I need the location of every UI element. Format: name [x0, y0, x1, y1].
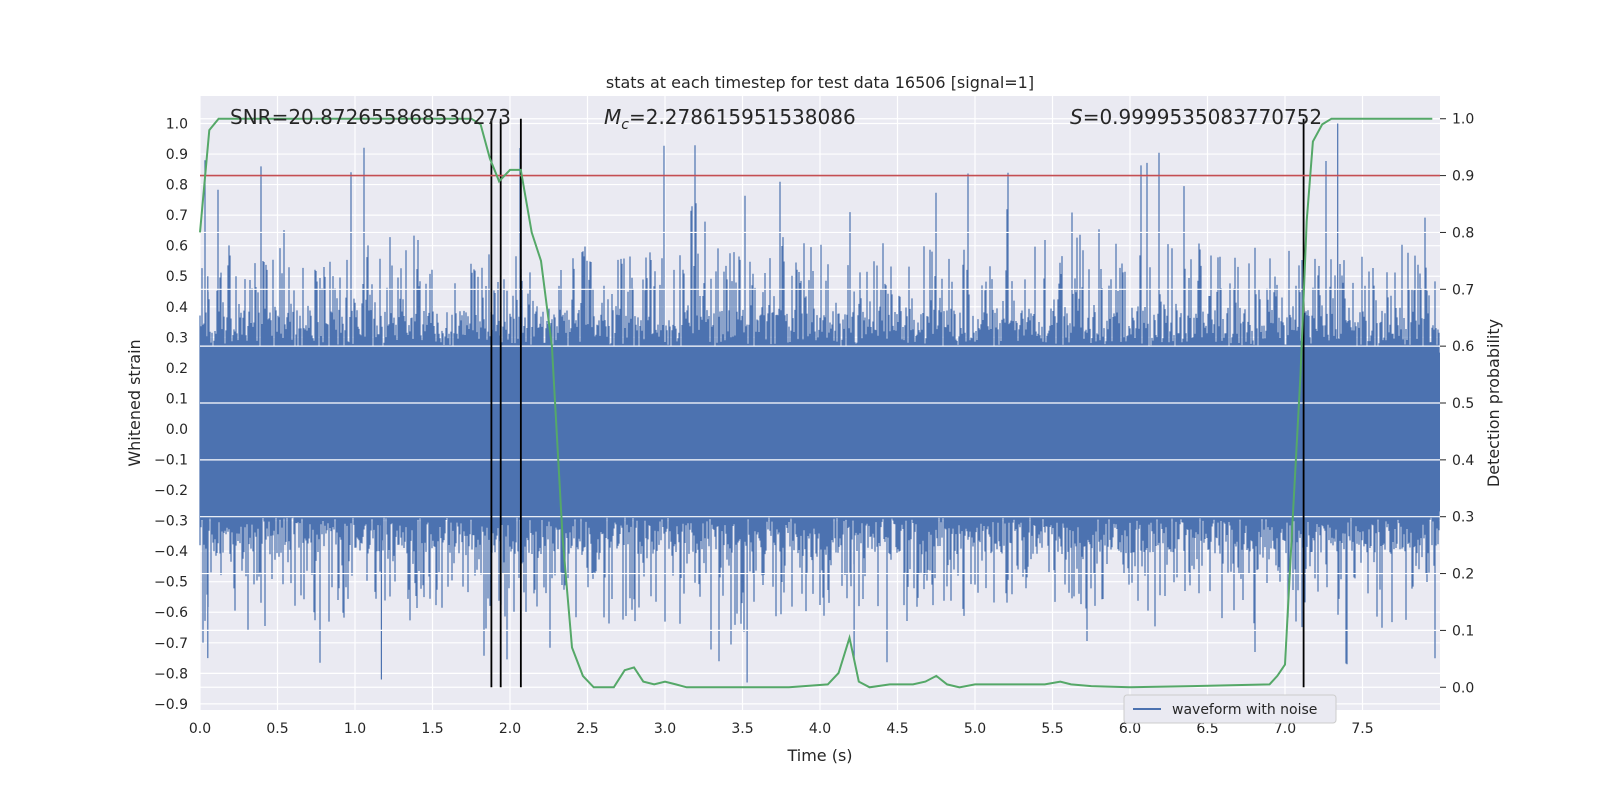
y-left-tick-label: 1.0: [166, 116, 188, 132]
y-left-tick-label: 0.5: [166, 269, 188, 285]
mc-symbol: M: [604, 105, 621, 129]
x-tick-label: 0.5: [266, 721, 288, 737]
x-tick-label: 1.0: [344, 721, 366, 737]
x-tick-label: 1.5: [421, 721, 443, 737]
chart-title: stats at each timestep for test data 165…: [606, 73, 1034, 92]
y-left-tick-label: −0.4: [154, 544, 188, 560]
y-left-tick-label: 0.9: [166, 147, 188, 163]
y-right-tick-label: 0.1: [1452, 623, 1474, 639]
x-tick-label: 2.5: [576, 721, 598, 737]
y-right-tick-label: 1.0: [1452, 112, 1474, 128]
y-left-tick-label: −0.5: [154, 575, 188, 591]
mc-subscript: c: [621, 117, 629, 133]
x-tick-label: 4.0: [809, 721, 831, 737]
y-axis-left-label: Whitened strain: [125, 339, 144, 466]
x-tick-label: 4.5: [886, 721, 908, 737]
y-left-tick-label: −0.9: [154, 697, 188, 713]
detection-probability-line: [199, 117, 1433, 689]
y-left-tick-label: 0.2: [166, 361, 188, 377]
snr-value: =20.872655868530273: [272, 105, 511, 129]
y-left-tick-label: 0.1: [166, 391, 188, 407]
x-tick-label: 3.5: [731, 721, 753, 737]
legend-label: waveform with noise: [1172, 702, 1317, 718]
x-axis-label: Time (s): [786, 746, 852, 765]
y-left-tick-label: −0.1: [154, 453, 188, 469]
s-symbol: S: [1070, 105, 1083, 129]
x-tick-label: 0.0: [189, 721, 211, 737]
y-right-tick-label: 0.0: [1452, 680, 1474, 696]
mc-annotation: Mc=2.278615951538086: [604, 105, 856, 133]
s-value: =0.9999535083770752: [1083, 105, 1322, 129]
x-tick-label: 5.5: [1041, 721, 1063, 737]
y-left-tick-label: 0.7: [166, 208, 188, 224]
legend-box: [1123, 694, 1337, 724]
y-left-tick-label: 0.3: [166, 330, 188, 346]
waveform-core-band: [200, 352, 1440, 512]
x-tick-label: 6.0: [1119, 721, 1141, 737]
legend: waveform with noise: [1123, 694, 1337, 724]
x-tick-label: 6.5: [1196, 721, 1218, 737]
x-tick-label: 2.0: [499, 721, 521, 737]
x-tick-label: 7.0: [1274, 721, 1296, 737]
s-annotation: S=0.9999535083770752: [1070, 105, 1322, 129]
y-left-tick-label: −0.3: [154, 514, 188, 530]
y-left-tick-label: 0.8: [166, 178, 188, 194]
y-left-tick-label: 0.4: [166, 300, 188, 316]
y-left-tick-label: 0.6: [166, 239, 188, 255]
snr-annotation: SNR=20.872655868530273: [230, 105, 511, 129]
mc-value: =2.278615951538086: [629, 105, 856, 129]
x-tick-label: 5.0: [964, 721, 986, 737]
waveform-series: [199, 123, 1440, 683]
y-axis-right-label: Detection probability: [1484, 319, 1503, 487]
x-tick-label: 3.0: [654, 721, 676, 737]
y-right-tick-label: 0.8: [1452, 225, 1474, 241]
y-left-tick-label: −0.8: [154, 666, 188, 682]
snr-label: SNR: [230, 105, 272, 129]
y-right-tick-label: 0.3: [1452, 510, 1474, 526]
y-axis-right-ticks: 0.0 0.1 0.2 0.3 0.4 0.5 0.6 0.7 0.8 0.9 1.0: [1440, 112, 1474, 696]
y-right-tick-label: 0.4: [1452, 453, 1474, 469]
y-left-tick-label: −0.7: [154, 636, 188, 652]
y-right-tick-label: 0.5: [1452, 396, 1474, 412]
y-right-tick-label: 0.6: [1452, 339, 1474, 355]
y-axis-left-ticks: −0.9 −0.8 −0.7 −0.6 −0.5 −0.4 −0.3 −0.2 −0.1 0.0 0…: [154, 116, 188, 712]
y-left-tick-label: −0.2: [154, 483, 188, 499]
y-left-tick-label: −0.6: [154, 605, 188, 621]
y-right-tick-label: 0.9: [1452, 169, 1474, 185]
y-right-tick-label: 0.7: [1452, 282, 1474, 298]
vertical-markers: [490, 118, 1305, 688]
y-left-tick-label: 0.0: [166, 422, 188, 438]
y-right-tick-label: 0.2: [1452, 567, 1474, 583]
grid-overlay: [200, 118, 1440, 688]
x-tick-label: 7.5: [1351, 721, 1373, 737]
x-axis-ticks: 0.0 0.5 1.0 1.5 2.0 2.5 3.0 3.5 4.0 4.5 5.0 5.5 6.0 6…: [189, 721, 1374, 737]
